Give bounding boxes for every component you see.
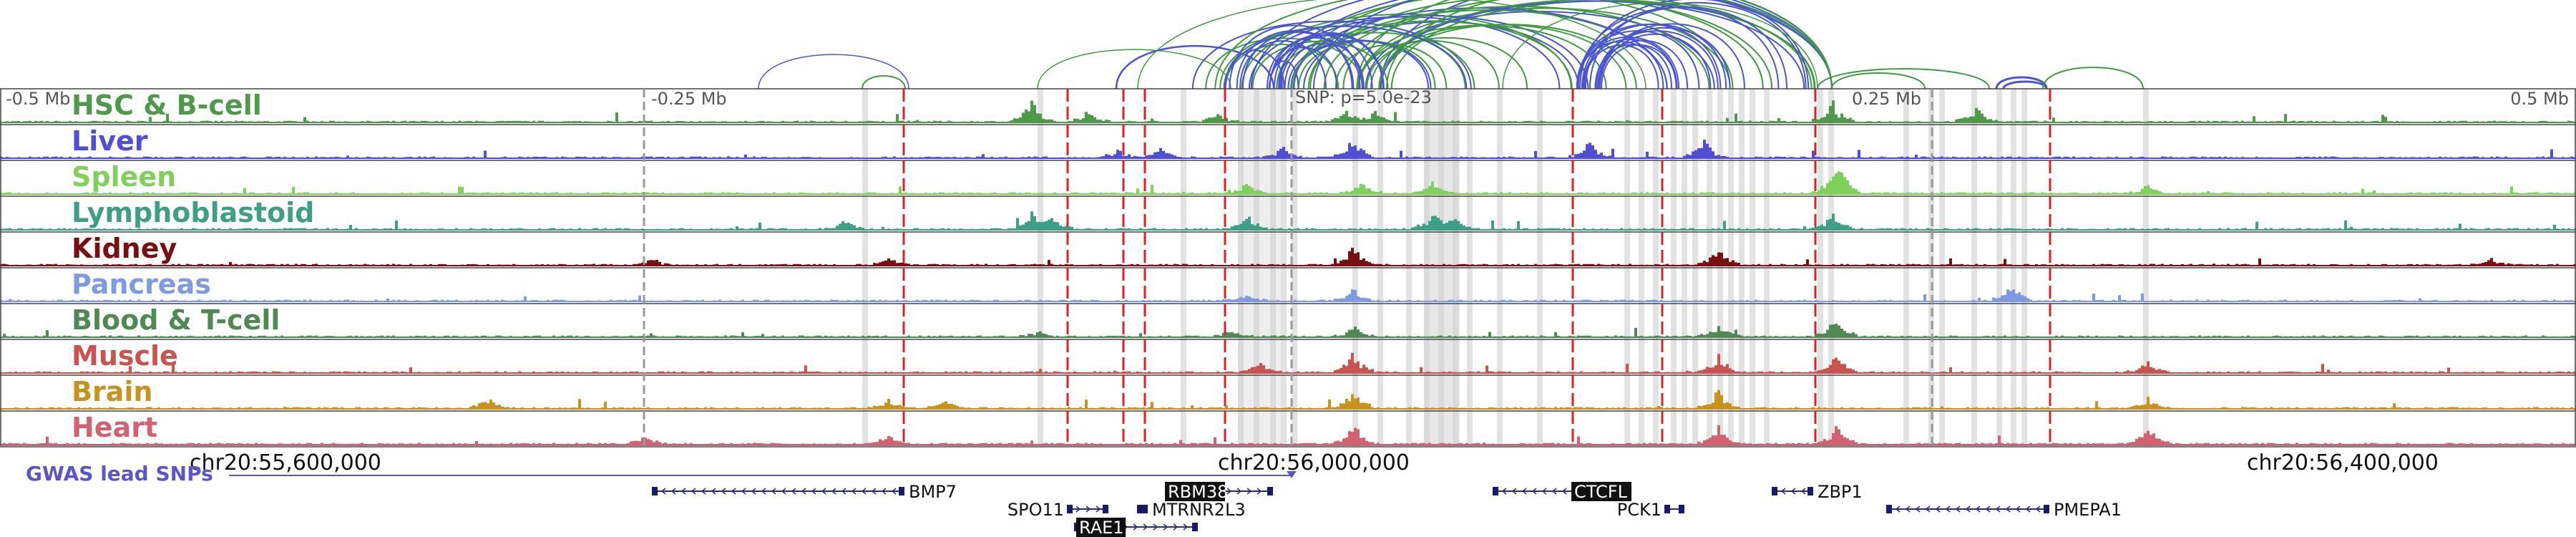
scale-left-label: -0.5 Mb (6, 89, 70, 109)
track-label: HSC & B-cell (72, 90, 262, 121)
gwas-track-label: GWAS lead SNPs (26, 462, 213, 485)
gene-label: MTRNR2L3 (1152, 500, 1246, 520)
gene-pmepa1[interactable]: PMEPA1 (1886, 500, 2122, 520)
interaction-arc (1385, 0, 1833, 90)
interaction-arc (1268, 15, 1589, 90)
track-signal (0, 140, 2576, 158)
gene-spo11[interactable]: SPO11 (1008, 500, 1108, 520)
gene-label: ZBP1 (1818, 482, 1863, 502)
track-label: Blood & T-cell (72, 304, 280, 336)
track-signal (0, 390, 2576, 409)
interaction-arc (2042, 67, 2144, 90)
interaction-arc (1287, 39, 1432, 90)
interaction-arc (1599, 23, 1745, 90)
interaction-arc (1037, 49, 1231, 90)
track-signal (0, 352, 2576, 373)
track-label: Brain (72, 376, 152, 407)
track-label: Liver (72, 125, 148, 157)
interaction-arc (1817, 68, 1990, 90)
scale-right-label: 0.5 Mb (2510, 89, 2569, 109)
scale-q1-label: -0.25 Mb (651, 89, 727, 109)
gene-label: RBM38 (1168, 482, 1228, 502)
interaction-arc (1137, 0, 1646, 90)
interaction-arc (2002, 80, 2048, 90)
track-labels: HSC & B-cell Liver Spleen Lymphoblastoid Kid… (72, 90, 314, 443)
interaction-arc (1831, 72, 1926, 90)
gene-pck1[interactable]: PCK1 (1617, 500, 1684, 520)
gwas-lead-snp-marker[interactable] (1287, 471, 1297, 478)
gene-label: SPO11 (1008, 500, 1064, 520)
track-signal (0, 289, 2576, 301)
gene-label: CTCFL (1574, 482, 1628, 502)
interaction-arc (1502, 2, 1818, 90)
interaction-arc (758, 54, 909, 90)
gene-label: PCK1 (1617, 500, 1662, 520)
interaction-arc (1241, 32, 1355, 90)
interaction-arc (1291, 20, 1573, 90)
gene-label-highlight (1076, 518, 1126, 537)
interaction-arc (1378, 0, 1815, 90)
interaction-arc (1601, 44, 1677, 90)
gene-rbm38[interactable]: RBM38 (1165, 482, 1273, 502)
interaction-arc (1356, 0, 1833, 90)
interaction-arc (1357, 7, 1731, 90)
track-signal (0, 171, 2576, 194)
coord-label-1: chr20:55,600,000 (190, 450, 381, 475)
track-signal (0, 248, 2576, 266)
track-signal (0, 100, 2576, 122)
interaction-arc (1115, 44, 1275, 90)
gene-annotation-track: BMP7 RBM38 CTCFL ZBP1 SPO11 MTRNR2L3 PCK1 PMEPA… (652, 482, 2122, 537)
interaction-arcs (758, 0, 2144, 90)
track-label: Kidney (72, 233, 177, 264)
gene-rae1[interactable]: RAE1 (1074, 518, 1198, 537)
interaction-arc (862, 75, 906, 90)
interaction-arc (1366, 37, 1528, 90)
interaction-arc (1229, 24, 1361, 90)
interaction-arc (1273, 32, 1385, 90)
track-signal (0, 324, 2576, 337)
gene-ctcfl[interactable]: CTCFL (1493, 482, 1631, 502)
gene-mtrnr2l3[interactable]: MTRNR2L3 (1137, 500, 1246, 520)
gene-zbp1[interactable]: ZBP1 (1772, 482, 1863, 502)
gene-label: PMEPA1 (2054, 500, 2122, 520)
gene-bmp7[interactable]: BMP7 (652, 482, 957, 502)
signal-tracks (0, 88, 2576, 448)
interaction-arc (1239, 40, 1327, 90)
coord-label-2: chr20:56,000,000 (1218, 450, 1410, 475)
gene-label-highlight (1571, 482, 1631, 501)
interaction-arc (1284, 42, 1365, 90)
track-signal (0, 211, 2576, 230)
interaction-arc (1223, 25, 1468, 90)
interaction-arc (1579, 0, 1810, 90)
scale-snp-label: SNP: p=5.0e-23 (1295, 87, 1432, 107)
track-label: Heart (72, 412, 157, 443)
interaction-arc (1584, 6, 1788, 90)
gray-dashed-lines (643, 89, 1933, 447)
track-label: Spleen (72, 161, 176, 193)
scale-q3-label: 0.25 Mb (1852, 89, 1921, 109)
track-label: Muscle (72, 340, 178, 372)
interaction-arc (1205, 37, 1364, 90)
interaction-arc (1236, 29, 1353, 90)
track-label: Pancreas (72, 268, 211, 300)
interaction-arc (1191, 20, 1472, 90)
track-label: Lymphoblastoid (72, 197, 314, 228)
interaction-arc (1599, 34, 1712, 90)
coord-label-3: chr20:56,400,000 (2247, 450, 2439, 475)
interaction-arc (1267, 37, 1363, 90)
interaction-arc (1269, 60, 1299, 90)
gene-label: RAE1 (1079, 518, 1124, 537)
gene-label: BMP7 (909, 482, 957, 502)
interaction-arc (1342, 0, 1813, 90)
track-signal (0, 425, 2576, 445)
gene-label-highlight (1165, 482, 1225, 501)
interaction-arc (1589, 1, 1807, 90)
red-marker-lines (902, 89, 2051, 447)
